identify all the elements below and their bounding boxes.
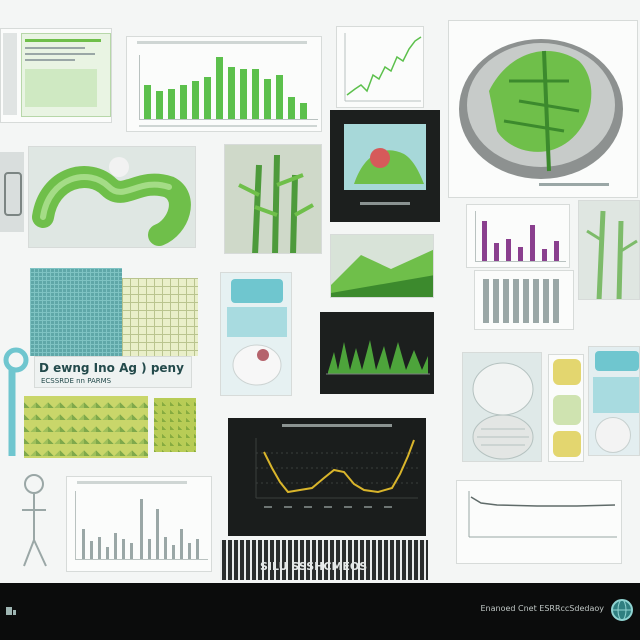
- footer-caption: Enanoed Cnet ESRRccSdedaoy: [480, 604, 604, 613]
- line-chart-bottom-right: [456, 480, 622, 564]
- illustration-figure-sketch: [16, 470, 58, 570]
- line-chart-bottom-svg: [468, 491, 617, 538]
- chart-dark-yellow-line: [228, 418, 426, 536]
- illustration-teal-capsule: [588, 346, 640, 456]
- illustration-plant-stems: [224, 144, 322, 254]
- landscape-svg: [331, 249, 433, 297]
- dark-green-chart-svg: [326, 340, 430, 375]
- side-strip-left: [0, 152, 24, 232]
- globe-icon[interactable]: [610, 598, 634, 622]
- illustration-landscape: [330, 234, 434, 298]
- illustration-teal-device: [220, 272, 292, 396]
- line-chart-top: [336, 26, 424, 108]
- teal-scene-svg: [354, 148, 424, 184]
- teal-grid-texture: [30, 268, 122, 356]
- teal-ornament-svg: [3, 347, 29, 456]
- shell-svg: [472, 362, 534, 460]
- map-mosaic-left: [24, 396, 148, 458]
- map-caption-banner: D ewng Ino Ag ) peny ECSSRDE nn PARMS: [34, 356, 192, 388]
- bar-chart-purple: [466, 204, 570, 268]
- line-chart-top-svg: [344, 33, 422, 102]
- figure-sketch-svg: [22, 474, 47, 567]
- plant-stems-svg: [238, 154, 314, 253]
- bottom-banner: SILU SSSHCMEOS: [220, 540, 428, 580]
- footer-bar: Enanoed Cnet ESRRccSdedaoy: [0, 583, 640, 640]
- illustration-dark-frame: [330, 110, 440, 222]
- bar-chart-gray-bottom: [66, 476, 212, 572]
- teal-ornament-left: [0, 346, 30, 466]
- map-caption: D ewng Ino Ag ) peny: [39, 361, 184, 375]
- illustration-rock-leaf: [448, 20, 638, 198]
- map-mosaic-right: [154, 398, 196, 452]
- teal-device-svg: [232, 344, 282, 386]
- bar-chart-top: [126, 36, 322, 132]
- rock-leaf-svg: [459, 39, 623, 179]
- map-caption-sub: ECSSRDE nn PARMS: [41, 377, 112, 385]
- logo-icon: [4, 604, 18, 618]
- green-tubes-svg: [32, 157, 191, 246]
- illustration-lemon-stack: [548, 354, 584, 462]
- doc-thumbnail-top-left: [0, 28, 112, 123]
- bar-chart-gray-mid: [474, 270, 574, 330]
- illustration-shell-right: [462, 352, 542, 462]
- map-grid: [122, 278, 198, 356]
- right-vertical-svg: [586, 210, 638, 299]
- chart-dark-green: [320, 312, 434, 394]
- illustration-green-tubes: [28, 146, 196, 248]
- yellow-line-chart-svg: [255, 438, 418, 508]
- bottom-caption: SILU SSSHCMEOS: [260, 560, 368, 573]
- illustration-right-vertical: [578, 200, 640, 300]
